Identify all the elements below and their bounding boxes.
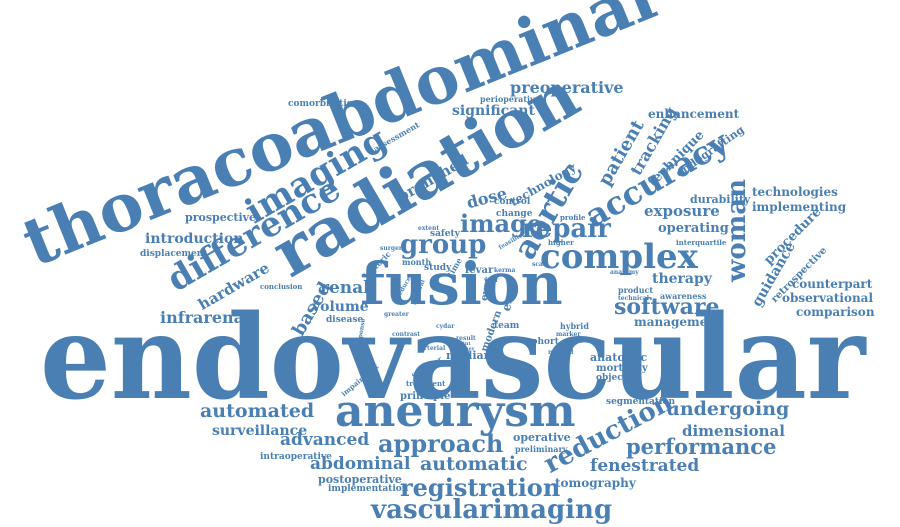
word-objective: objective bbox=[596, 373, 642, 383]
word-automatic: automatic bbox=[420, 453, 528, 475]
word-greater: greater bbox=[384, 311, 409, 318]
word-postoperative: postoperative bbox=[318, 473, 402, 486]
word-control: control bbox=[494, 197, 531, 207]
word-tomography: tomography bbox=[555, 476, 636, 490]
word-extent: extent bbox=[418, 225, 440, 232]
word-implementing: implementing bbox=[752, 200, 847, 214]
word-marker: marker bbox=[556, 331, 581, 338]
word-profile: profile bbox=[560, 213, 586, 222]
word-anatomy: anatomy bbox=[610, 269, 639, 276]
word-hybrid: hybrid bbox=[560, 321, 589, 331]
word-principle: principle bbox=[400, 391, 451, 402]
word-fenestrated: fenestrated bbox=[590, 456, 700, 476]
word-prospective: prospective bbox=[185, 211, 257, 224]
word-scan: scan bbox=[532, 261, 548, 268]
word-preliminary: preliminary bbox=[515, 444, 568, 454]
word-durability: durability bbox=[690, 193, 751, 206]
word-registration: registration bbox=[400, 473, 561, 502]
word-operating: operating bbox=[658, 221, 729, 236]
word-technical: technical bbox=[618, 295, 650, 302]
word-team: team bbox=[494, 321, 520, 331]
word-conclusion: conclusion bbox=[260, 282, 303, 291]
word-fusion: fusion bbox=[360, 250, 563, 318]
word-renal: renal bbox=[320, 278, 370, 298]
word-higher: higher bbox=[548, 238, 574, 247]
word-perioperative: perioperative bbox=[480, 94, 540, 104]
word-advanced: advanced bbox=[280, 430, 370, 450]
word-product: product bbox=[618, 285, 654, 295]
word-month: month bbox=[402, 257, 432, 267]
word-displacement: displacement bbox=[140, 249, 208, 259]
word-introduction: introduction bbox=[145, 231, 244, 247]
word-change: change bbox=[496, 209, 533, 219]
word-enhancement: enhancement bbox=[648, 107, 740, 121]
word-result: result bbox=[456, 335, 476, 342]
word-automated: automated bbox=[200, 400, 315, 422]
word-contrast: contrast bbox=[392, 331, 420, 338]
word-mortality: mortality bbox=[596, 363, 648, 374]
word-method: method bbox=[548, 349, 574, 356]
word-surgery: surgery bbox=[380, 245, 406, 252]
word-study: study bbox=[424, 263, 452, 273]
word-fevar: fevar bbox=[465, 265, 494, 276]
word-technologies: technologies bbox=[752, 185, 838, 199]
word-undergoing: undergoing bbox=[666, 398, 790, 420]
word-exposure: exposure bbox=[644, 202, 720, 220]
word-treatment: treatment bbox=[406, 379, 446, 388]
word-anatomic: anatomic bbox=[590, 351, 648, 364]
word-therapy: therapy bbox=[652, 271, 712, 287]
word-comparison: comparison bbox=[796, 305, 875, 319]
word-image: image bbox=[460, 209, 543, 238]
word-approach: approach bbox=[378, 429, 504, 458]
word-intraoperative: intraoperative bbox=[260, 452, 332, 462]
word-operative: operative bbox=[513, 431, 571, 444]
word-disease: disease bbox=[326, 315, 364, 325]
word-vascularimaging: vascularimaging bbox=[371, 495, 613, 525]
word-endovascular: endovascular bbox=[40, 290, 866, 426]
word-interquartile: interquartile bbox=[676, 238, 727, 247]
word-management: management bbox=[634, 315, 722, 329]
word-counterpart: counterpart bbox=[792, 277, 873, 291]
word-implementation: implementation bbox=[328, 484, 409, 494]
word-segmentation: segmentation bbox=[606, 397, 675, 407]
word-significant: significant bbox=[452, 103, 535, 119]
word-kidney: kidney bbox=[456, 346, 475, 352]
word-arterial: arterial bbox=[420, 345, 446, 352]
word-repair: repair bbox=[522, 214, 611, 244]
word-surveillance: surveillance bbox=[212, 423, 308, 439]
word-median: median bbox=[446, 349, 492, 362]
word-dimensional: dimensional bbox=[682, 422, 785, 440]
word-comorbidities: comorbidities bbox=[288, 99, 358, 109]
word-preoperative: preoperative bbox=[510, 78, 624, 97]
word-observational: observational bbox=[782, 291, 874, 305]
word-standard: standard bbox=[498, 367, 528, 374]
word-point: point bbox=[456, 341, 471, 347]
word-cydar: cydar bbox=[436, 323, 455, 330]
word-awareness: awareness bbox=[660, 291, 707, 301]
word-cohort: cohort bbox=[526, 337, 559, 347]
word-kerma: kerma bbox=[494, 267, 516, 274]
word-year: year bbox=[484, 277, 499, 284]
word-complex: complex bbox=[540, 237, 698, 277]
word-abdominal: abdominal bbox=[310, 454, 411, 474]
word-volume: volume bbox=[312, 299, 369, 315]
word-aneurysm: aneurysm bbox=[335, 386, 576, 437]
word-software: software bbox=[614, 294, 720, 320]
word-infrarenal: infrarenal bbox=[160, 308, 251, 327]
word-safety: safety bbox=[430, 229, 460, 239]
word-group: group bbox=[400, 230, 487, 260]
word-performance: performance bbox=[626, 434, 777, 459]
